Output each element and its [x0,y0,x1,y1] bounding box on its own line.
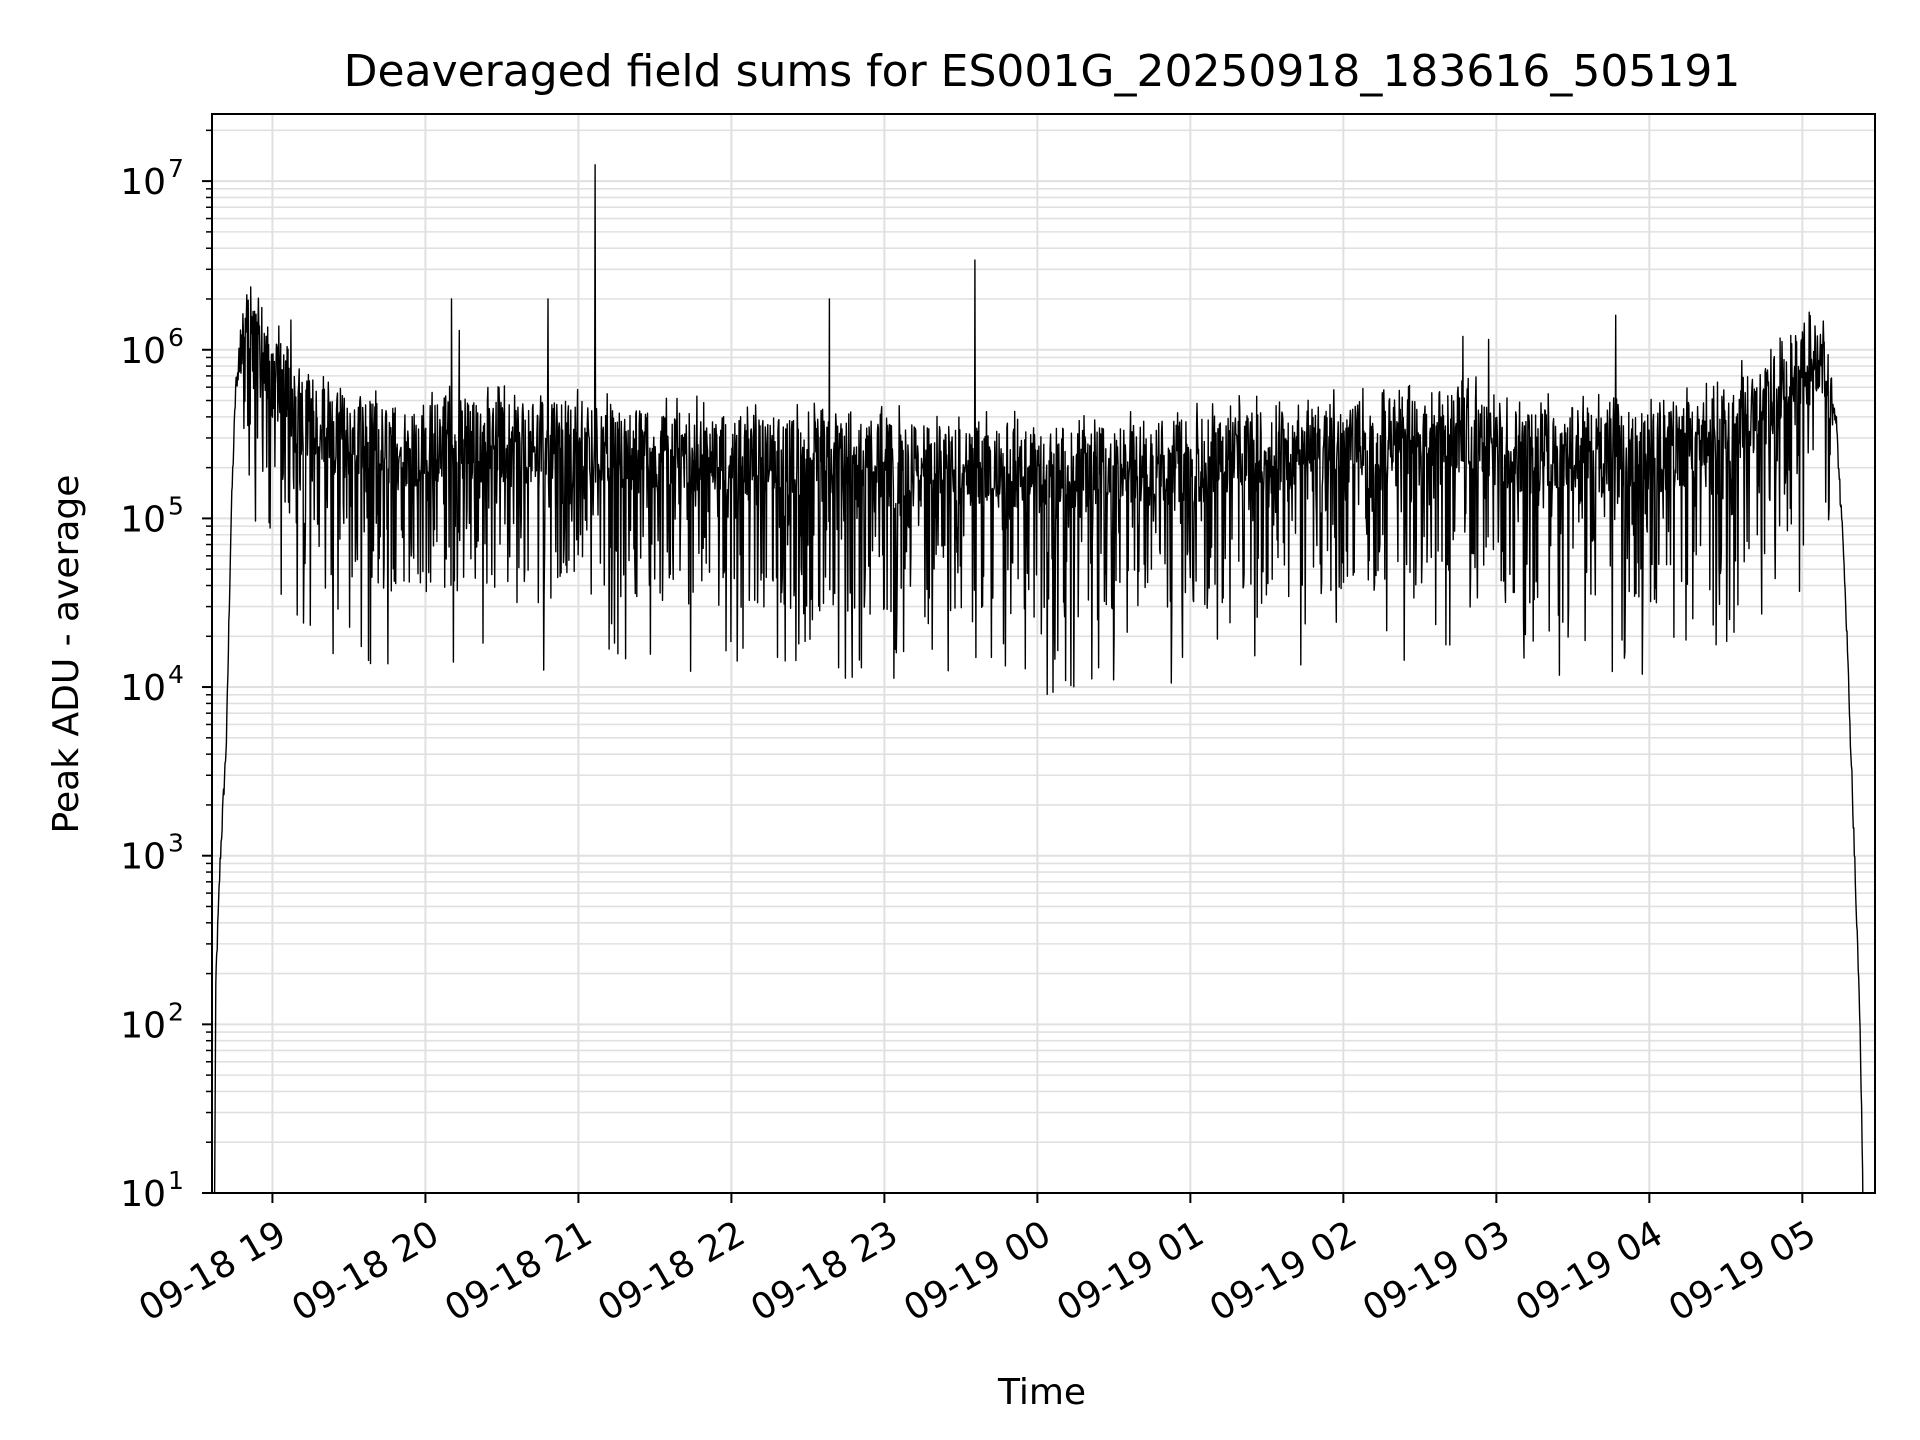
x-axis-label: Time [997,1372,1086,1413]
y-tick-label-base: 10 [120,668,166,709]
y-tick-label-exponent: 2 [168,997,184,1026]
y-tick-label-exponent: 7 [168,154,184,183]
y-tick-label-base: 10 [120,1174,166,1215]
y-tick-label-exponent: 1 [168,1166,184,1195]
y-tick-label-base: 10 [120,331,166,372]
y-tick-label-base: 10 [120,499,166,540]
y-tick-label-exponent: 4 [168,660,184,689]
y-tick-label-exponent: 6 [168,323,184,352]
y-tick-label-base: 10 [120,162,166,203]
y-tick-label-base: 10 [120,837,166,878]
data-series-line [213,164,1864,1193]
axes [211,113,1876,1194]
y-tick-label-base: 10 [120,1005,166,1046]
axes-frame [211,113,1876,1194]
y-axis-label: Peak ADU - average [46,475,87,834]
y-tick-label-exponent: 5 [168,491,184,520]
y-tick-label-exponent: 3 [168,829,184,858]
plot-area [213,164,1864,1193]
chart-title: Deaveraged field sums for ES001G_2025091… [344,46,1741,97]
